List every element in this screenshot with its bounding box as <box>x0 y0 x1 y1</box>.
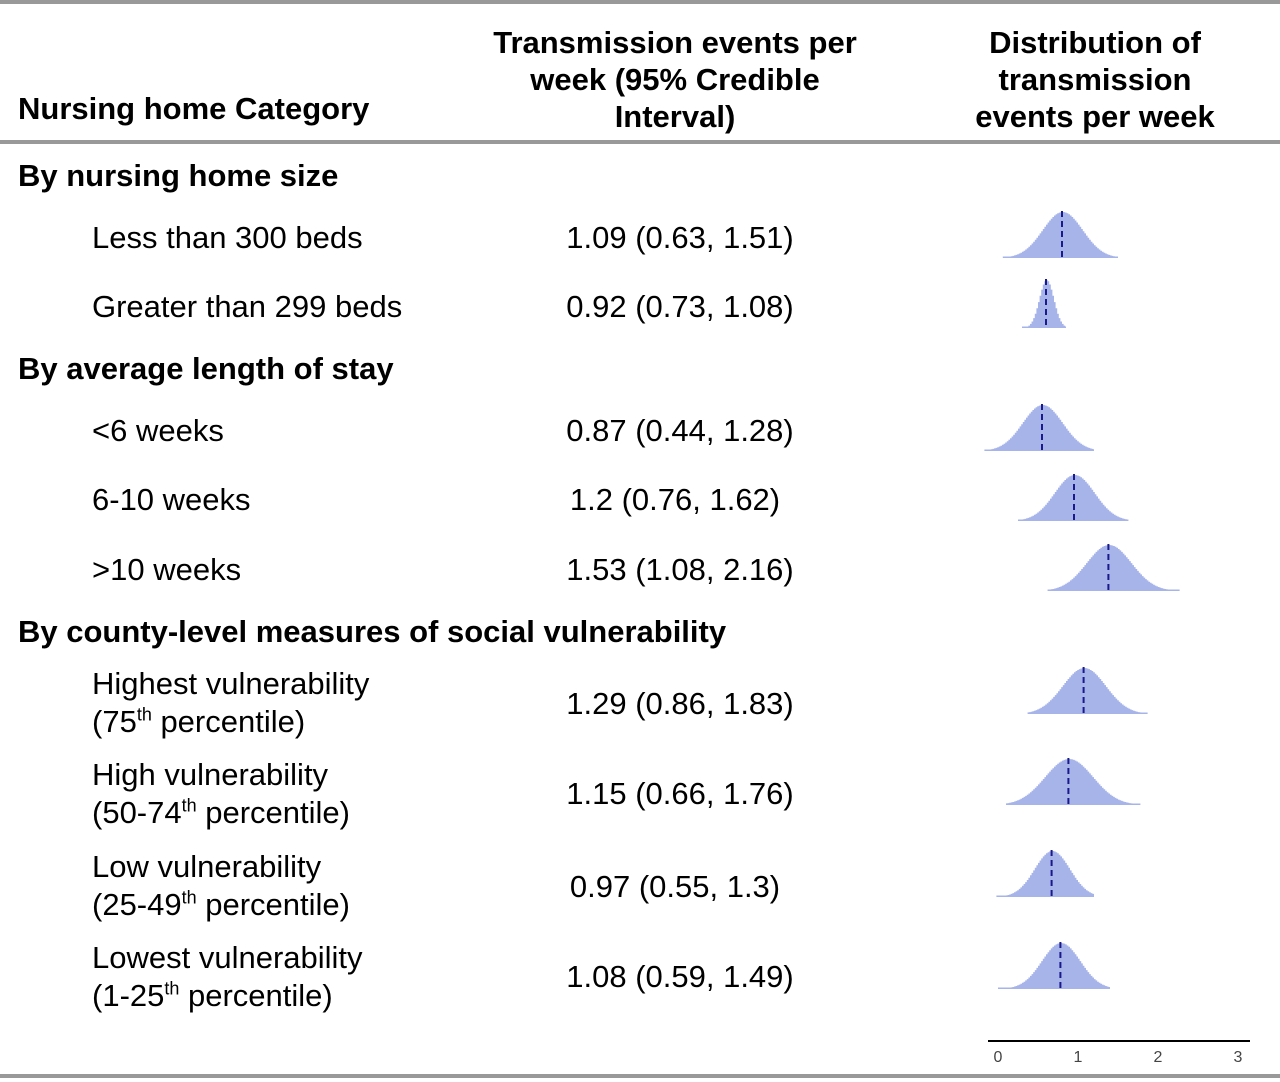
distribution-plot <box>1047 544 1180 591</box>
distribution-plot <box>1018 474 1129 521</box>
estimate-column-header: Transmission events per week (95% Credib… <box>440 24 910 135</box>
row-estimate: 1.08 (0.59, 1.49) <box>566 959 794 994</box>
row-estimate: 0.97 (0.55, 1.3) <box>569 869 781 904</box>
row-estimate: 1.53 (1.08, 2.16) <box>566 552 794 587</box>
row-estimate: 0.92 (0.73, 1.08) <box>566 289 794 324</box>
row-label: <6 weeks <box>92 413 224 448</box>
row-estimate: 0.87 (0.44, 1.28) <box>566 413 794 448</box>
distribution-area <box>1002 212 1118 258</box>
top-rule <box>0 0 1280 4</box>
row-label: Highest vulnerability <box>92 666 370 701</box>
row-label: Less than 300 beds <box>92 220 363 255</box>
distribution-area <box>984 405 1094 451</box>
group-title-size: By nursing home size <box>18 158 339 193</box>
distribution-area <box>1047 545 1180 591</box>
row-label: Low vulnerability <box>92 849 322 884</box>
row-label: >10 weeks <box>92 552 242 587</box>
row-label: Greater than 299 beds <box>92 289 403 324</box>
axis-tick-label: 1 <box>1074 1049 1083 1066</box>
row-percentile: (50-74th percentile) <box>92 795 350 830</box>
axis-tick-label: 3 <box>1234 1049 1243 1066</box>
axis-tick-label: 0 <box>994 1049 1003 1066</box>
distribution-plot <box>998 942 1110 989</box>
axis-tick-label: 2 <box>1154 1049 1163 1066</box>
row-estimate: 1.29 (0.86, 1.83) <box>566 686 794 721</box>
row-label: Lowest vulnerability <box>92 940 363 975</box>
row-estimate: 1.15 (0.66, 1.76) <box>566 776 794 811</box>
distribution-plot <box>1022 279 1066 328</box>
row-percentile: (1-25th percentile) <box>92 978 333 1013</box>
distribution-column-header: Distribution of transmission events per … <box>930 24 1260 135</box>
distribution-header-line1: Distribution of <box>989 25 1201 60</box>
estimate-header-line2: week (95% Credible <box>530 62 820 97</box>
distribution-area <box>996 851 1094 897</box>
category-column-header: Nursing home Category <box>18 91 370 126</box>
distribution-area <box>1022 280 1066 328</box>
distribution-plot <box>1002 211 1118 258</box>
header-rule <box>0 140 1280 144</box>
bottom-rule <box>0 1074 1280 1078</box>
distribution-plot <box>984 404 1094 451</box>
distribution-header-line2: transmission <box>998 62 1192 97</box>
row-label: 6-10 weeks <box>92 482 251 517</box>
row-percentile: (75th percentile) <box>92 704 306 739</box>
row-estimate: 1.09 (0.63, 1.51) <box>566 220 794 255</box>
row-label: High vulnerability <box>92 757 329 792</box>
distribution-plot <box>996 850 1094 897</box>
row-percentile: (25-49th percentile) <box>92 887 350 922</box>
row-estimate: 1.2 (0.76, 1.62) <box>569 482 781 517</box>
distribution-area <box>1027 668 1148 714</box>
group-title-length-of-stay: By average length of stay <box>18 351 394 386</box>
estimate-header-line3: Interval) <box>614 99 736 134</box>
estimate-header-line1: Transmission events per <box>493 25 857 60</box>
distribution-header-line3: events per week <box>975 99 1215 134</box>
distribution-plot <box>1006 758 1141 805</box>
distribution-plot <box>1027 667 1148 714</box>
group-title-social-vulnerability: By county-level measures of social vulne… <box>18 614 727 649</box>
distribution-area <box>998 943 1110 989</box>
distribution-area <box>1006 759 1141 805</box>
